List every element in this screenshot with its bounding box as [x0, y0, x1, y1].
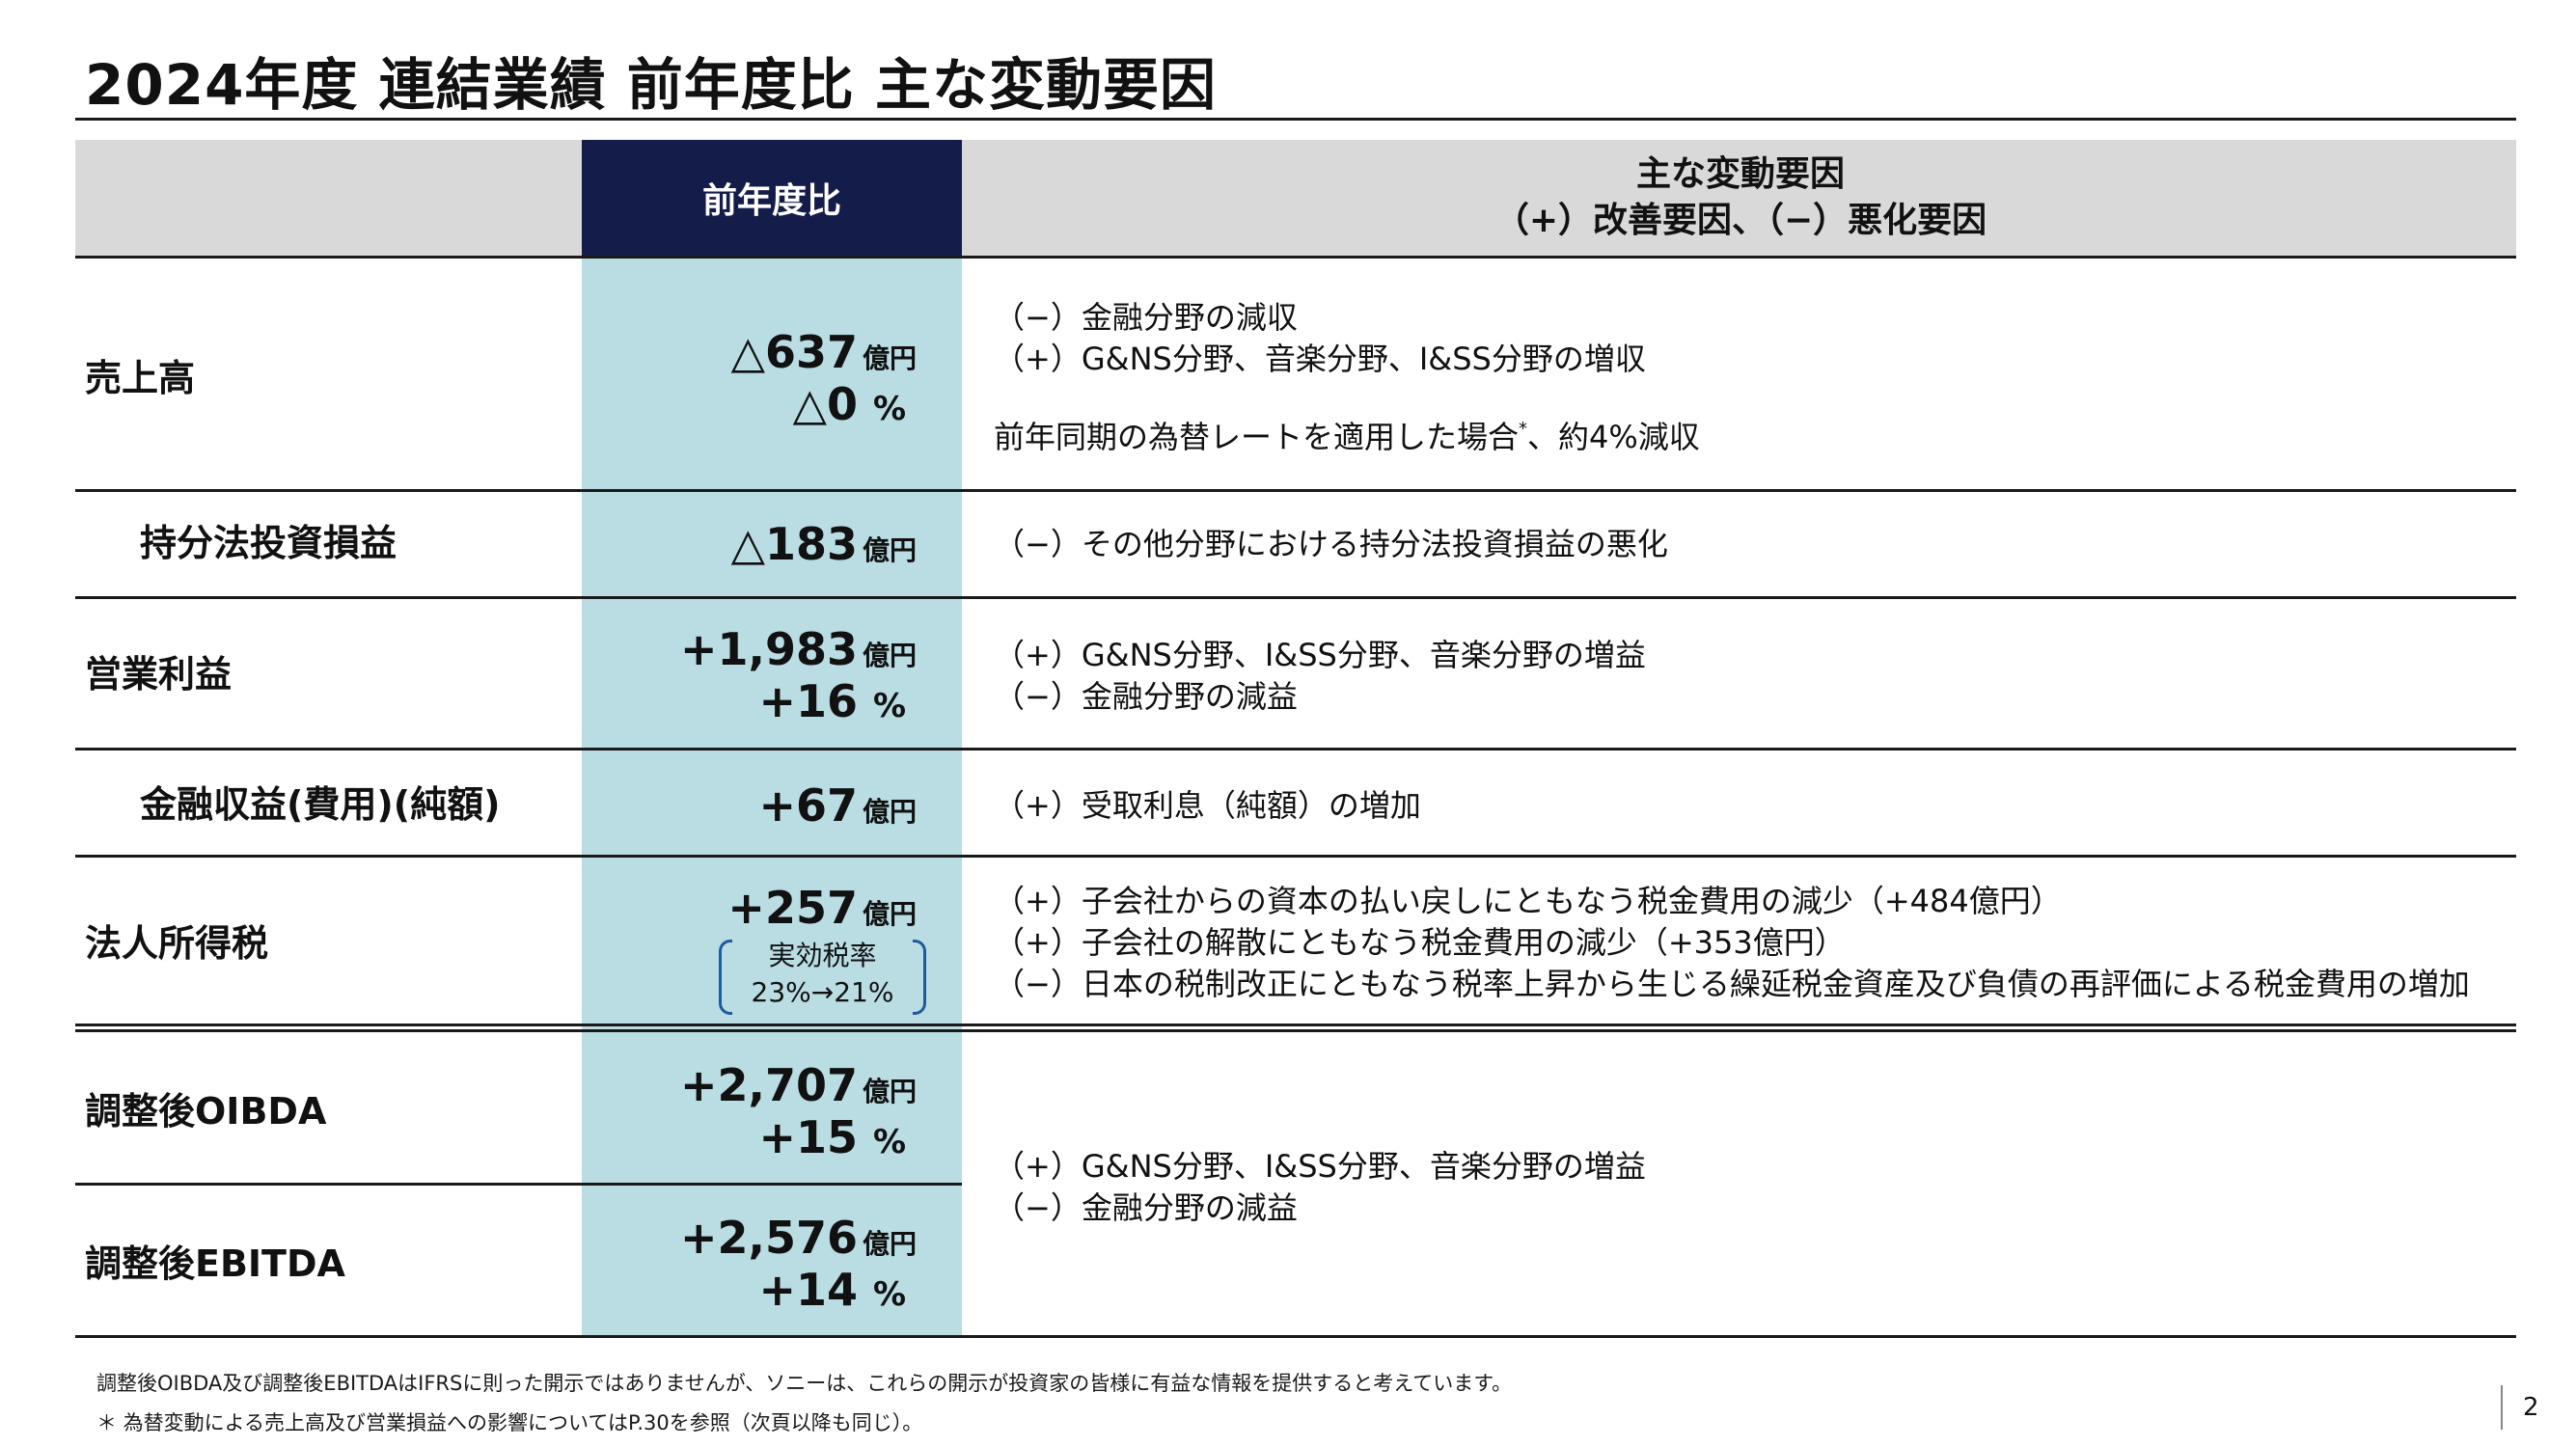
- double-divider: [75, 1024, 2516, 1032]
- row-label-adjusted-oibda: 調整後OIBDA: [85, 1090, 327, 1133]
- page-number: 2: [2523, 1393, 2539, 1422]
- revenue-factors: （−）金融分野の減収 （+）G&NS分野、音楽分野、I&SS分野の増収 前年同期…: [994, 297, 1700, 458]
- footnote-non-ifrs: 調整後OIBDA及び調整後EBITDAはIFRSに則った開示ではありませんが、ソ…: [96, 1372, 1513, 1395]
- bracket-right: [913, 940, 926, 1015]
- operating-income-value: +1,983 億円: [680, 623, 921, 686]
- bracket-left: [719, 940, 732, 1015]
- adjusted-ebitda-value: +2,576 億円: [680, 1212, 921, 1274]
- equity-method-amount: △183: [730, 518, 858, 570]
- row-divider: [75, 596, 2516, 599]
- revenue-pct: △0%: [793, 378, 921, 441]
- factor-line: （+）G&NS分野、音楽分野、I&SS分野の増収: [994, 341, 1646, 377]
- adjusted-oibda-pct-value: +15: [758, 1111, 858, 1163]
- equity-method-factors: （−）その他分野における持分法投資損益の悪化: [994, 524, 1668, 565]
- factor-line: （+）子会社からの資本の払い戻しにともなう税金費用の減少（+484億円）: [994, 883, 2062, 919]
- equity-method-value: △183 億円: [731, 518, 921, 581]
- page-title: 2024年度 連結業績 前年度比 主な変動要因: [85, 52, 1218, 118]
- unit-oku-yen: 億円: [862, 342, 917, 374]
- row-label-revenue: 売上高: [85, 357, 196, 399]
- operating-income-factors: （+）G&NS分野、I&SS分野、音楽分野の増益 （−）金融分野の減益: [994, 635, 1646, 718]
- fx-note-mark: *: [1519, 419, 1528, 439]
- factor-line: （−）金融分野の減益: [994, 678, 1298, 715]
- tax-rate-label: 実効税率: [768, 940, 877, 971]
- unit-oku-yen: 億円: [862, 1076, 917, 1107]
- yoy-column: [582, 259, 962, 1337]
- factor-line: （−）日本の税制改正にともなう税率上昇から生じる繰延税金資産及び負債の再評価によ…: [994, 966, 2470, 1002]
- row-label-finance-income: 金融収益(費用)(純額): [140, 783, 501, 826]
- fx-note-text: 前年同期の為替レートを適用した場合: [994, 419, 1520, 455]
- fx-note-tail: 、約4%減収: [1527, 419, 1700, 455]
- row-label-equity-method: 持分法投資損益: [140, 522, 397, 564]
- oibda-ebitda-factors: （+）G&NS分野、I&SS分野、音楽分野の増益 （−）金融分野の減益: [994, 1146, 1646, 1229]
- factor-line: （+）受取利息（純額）の増加: [994, 787, 1421, 824]
- factor-line: （+）子会社の解散にともなう税金費用の減少（+353億円）: [994, 924, 1846, 961]
- title-underline: [75, 118, 2516, 121]
- header-yoy: 前年度比: [582, 140, 962, 256]
- income-tax-amount: +257: [727, 882, 858, 934]
- row-divider: [75, 256, 2516, 259]
- adjusted-oibda-amount: +2,707: [679, 1059, 858, 1111]
- finance-income-factors: （+）受取利息（純額）の増加: [994, 785, 1421, 827]
- unit-percent: %: [872, 1123, 907, 1161]
- operating-income-pct-value: +16: [758, 675, 858, 727]
- unit-percent: %: [872, 687, 907, 725]
- row-label-operating-income: 営業利益: [85, 653, 233, 696]
- revenue-value: △637 億円: [731, 326, 921, 389]
- adjusted-oibda-pct: +15%: [758, 1111, 921, 1174]
- fx-note: 前年同期の為替レートを適用した場合*、約4%減収: [994, 417, 1700, 458]
- tax-rate-change: 23%→21%: [751, 976, 894, 1008]
- row-divider-partial: [75, 1183, 962, 1186]
- income-tax-value: +257 億円: [727, 882, 921, 944]
- page-number-divider: [2501, 1385, 2503, 1430]
- unit-oku-yen: 億円: [862, 898, 917, 930]
- footnote-fx: ＊ 為替変動による売上高及び営業損益への影響についてはP.30を参照（次頁以降も…: [96, 1411, 923, 1434]
- unit-percent: %: [872, 1275, 907, 1314]
- unit-oku-yen: 億円: [862, 796, 917, 828]
- table-bottom-rule: [75, 1335, 2516, 1338]
- operating-income-amount: +1,983: [679, 623, 858, 675]
- unit-percent: %: [872, 390, 907, 428]
- row-label-adjusted-ebitda: 調整後EBITDA: [85, 1242, 345, 1285]
- unit-oku-yen: 億円: [862, 640, 917, 671]
- factor-line: （+）G&NS分野、I&SS分野、音楽分野の増益: [994, 637, 1646, 673]
- operating-income-pct: +16%: [758, 675, 921, 738]
- header-factors-legend: （+）改善要因、（−）悪化要因: [1494, 201, 1987, 240]
- table-header: [75, 140, 2516, 256]
- factor-line: （−）その他分野における持分法投資損益の悪化: [994, 526, 1668, 562]
- factor-line: （−）金融分野の減益: [994, 1189, 1298, 1226]
- effective-tax-rate: 実効税率 23%→21%: [719, 938, 926, 1017]
- revenue-amount: △637: [730, 326, 858, 378]
- row-divider: [75, 489, 2516, 492]
- adjusted-ebitda-pct-value: +14: [758, 1264, 858, 1316]
- header-factors: 主な変動要因 （+）改善要因、（−）悪化要因: [965, 140, 2516, 256]
- finance-income-value: +67 億円: [758, 779, 921, 842]
- unit-oku-yen: 億円: [862, 534, 917, 566]
- adjusted-oibda-value: +2,707 億円: [680, 1059, 921, 1122]
- row-label-income-tax: 法人所得税: [85, 922, 269, 965]
- unit-oku-yen: 億円: [862, 1228, 917, 1260]
- row-divider: [75, 855, 2516, 858]
- row-divider: [75, 748, 2516, 751]
- income-tax-factors: （+）子会社からの資本の払い戻しにともなう税金費用の減少（+484億円） （+）…: [994, 881, 2470, 1005]
- adjusted-ebitda-pct: +14%: [758, 1264, 921, 1326]
- revenue-pct-value: △0: [792, 378, 858, 430]
- factor-line: （−）金融分野の減収: [994, 299, 1298, 336]
- header-factors-title: 主な変動要因: [1635, 154, 1845, 194]
- factor-line: （+）G&NS分野、I&SS分野、音楽分野の増益: [994, 1148, 1646, 1185]
- finance-income-amount: +67: [758, 779, 858, 832]
- adjusted-ebitda-amount: +2,576: [679, 1212, 858, 1264]
